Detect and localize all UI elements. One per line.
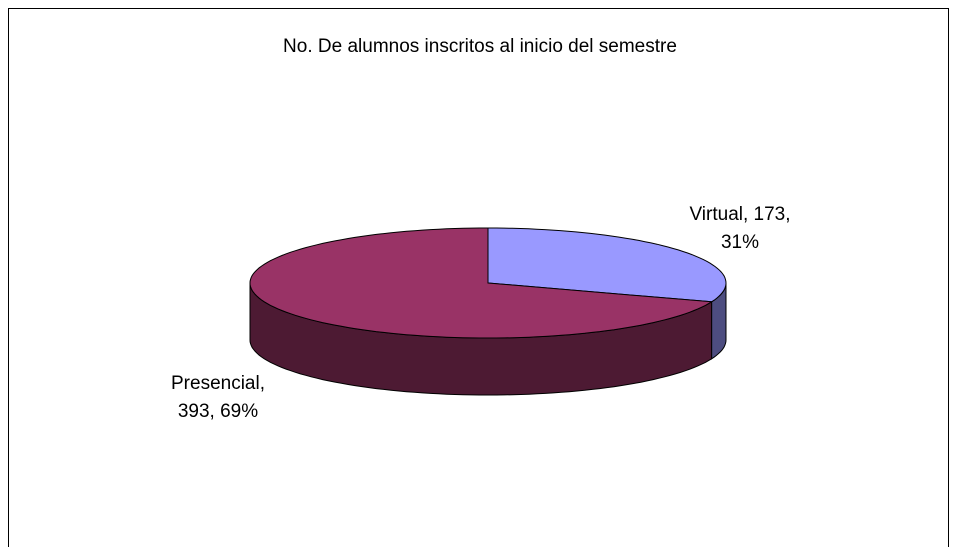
- pie-slice: [487, 227, 727, 303]
- data-label-line: 31%: [721, 232, 759, 253]
- chart-title: No. De alumnos inscritos al inicio del s…: [283, 36, 677, 57]
- data-label: Presencial, 393, 69%: [171, 373, 265, 422]
- pie-slice: [249, 227, 714, 339]
- data-label-line: Presencial,: [171, 373, 265, 394]
- data-label-line: 393, 69%: [178, 401, 258, 422]
- data-label-line: Virtual, 173,: [689, 204, 790, 225]
- data-label: Virtual, 173, 31%: [689, 204, 790, 253]
